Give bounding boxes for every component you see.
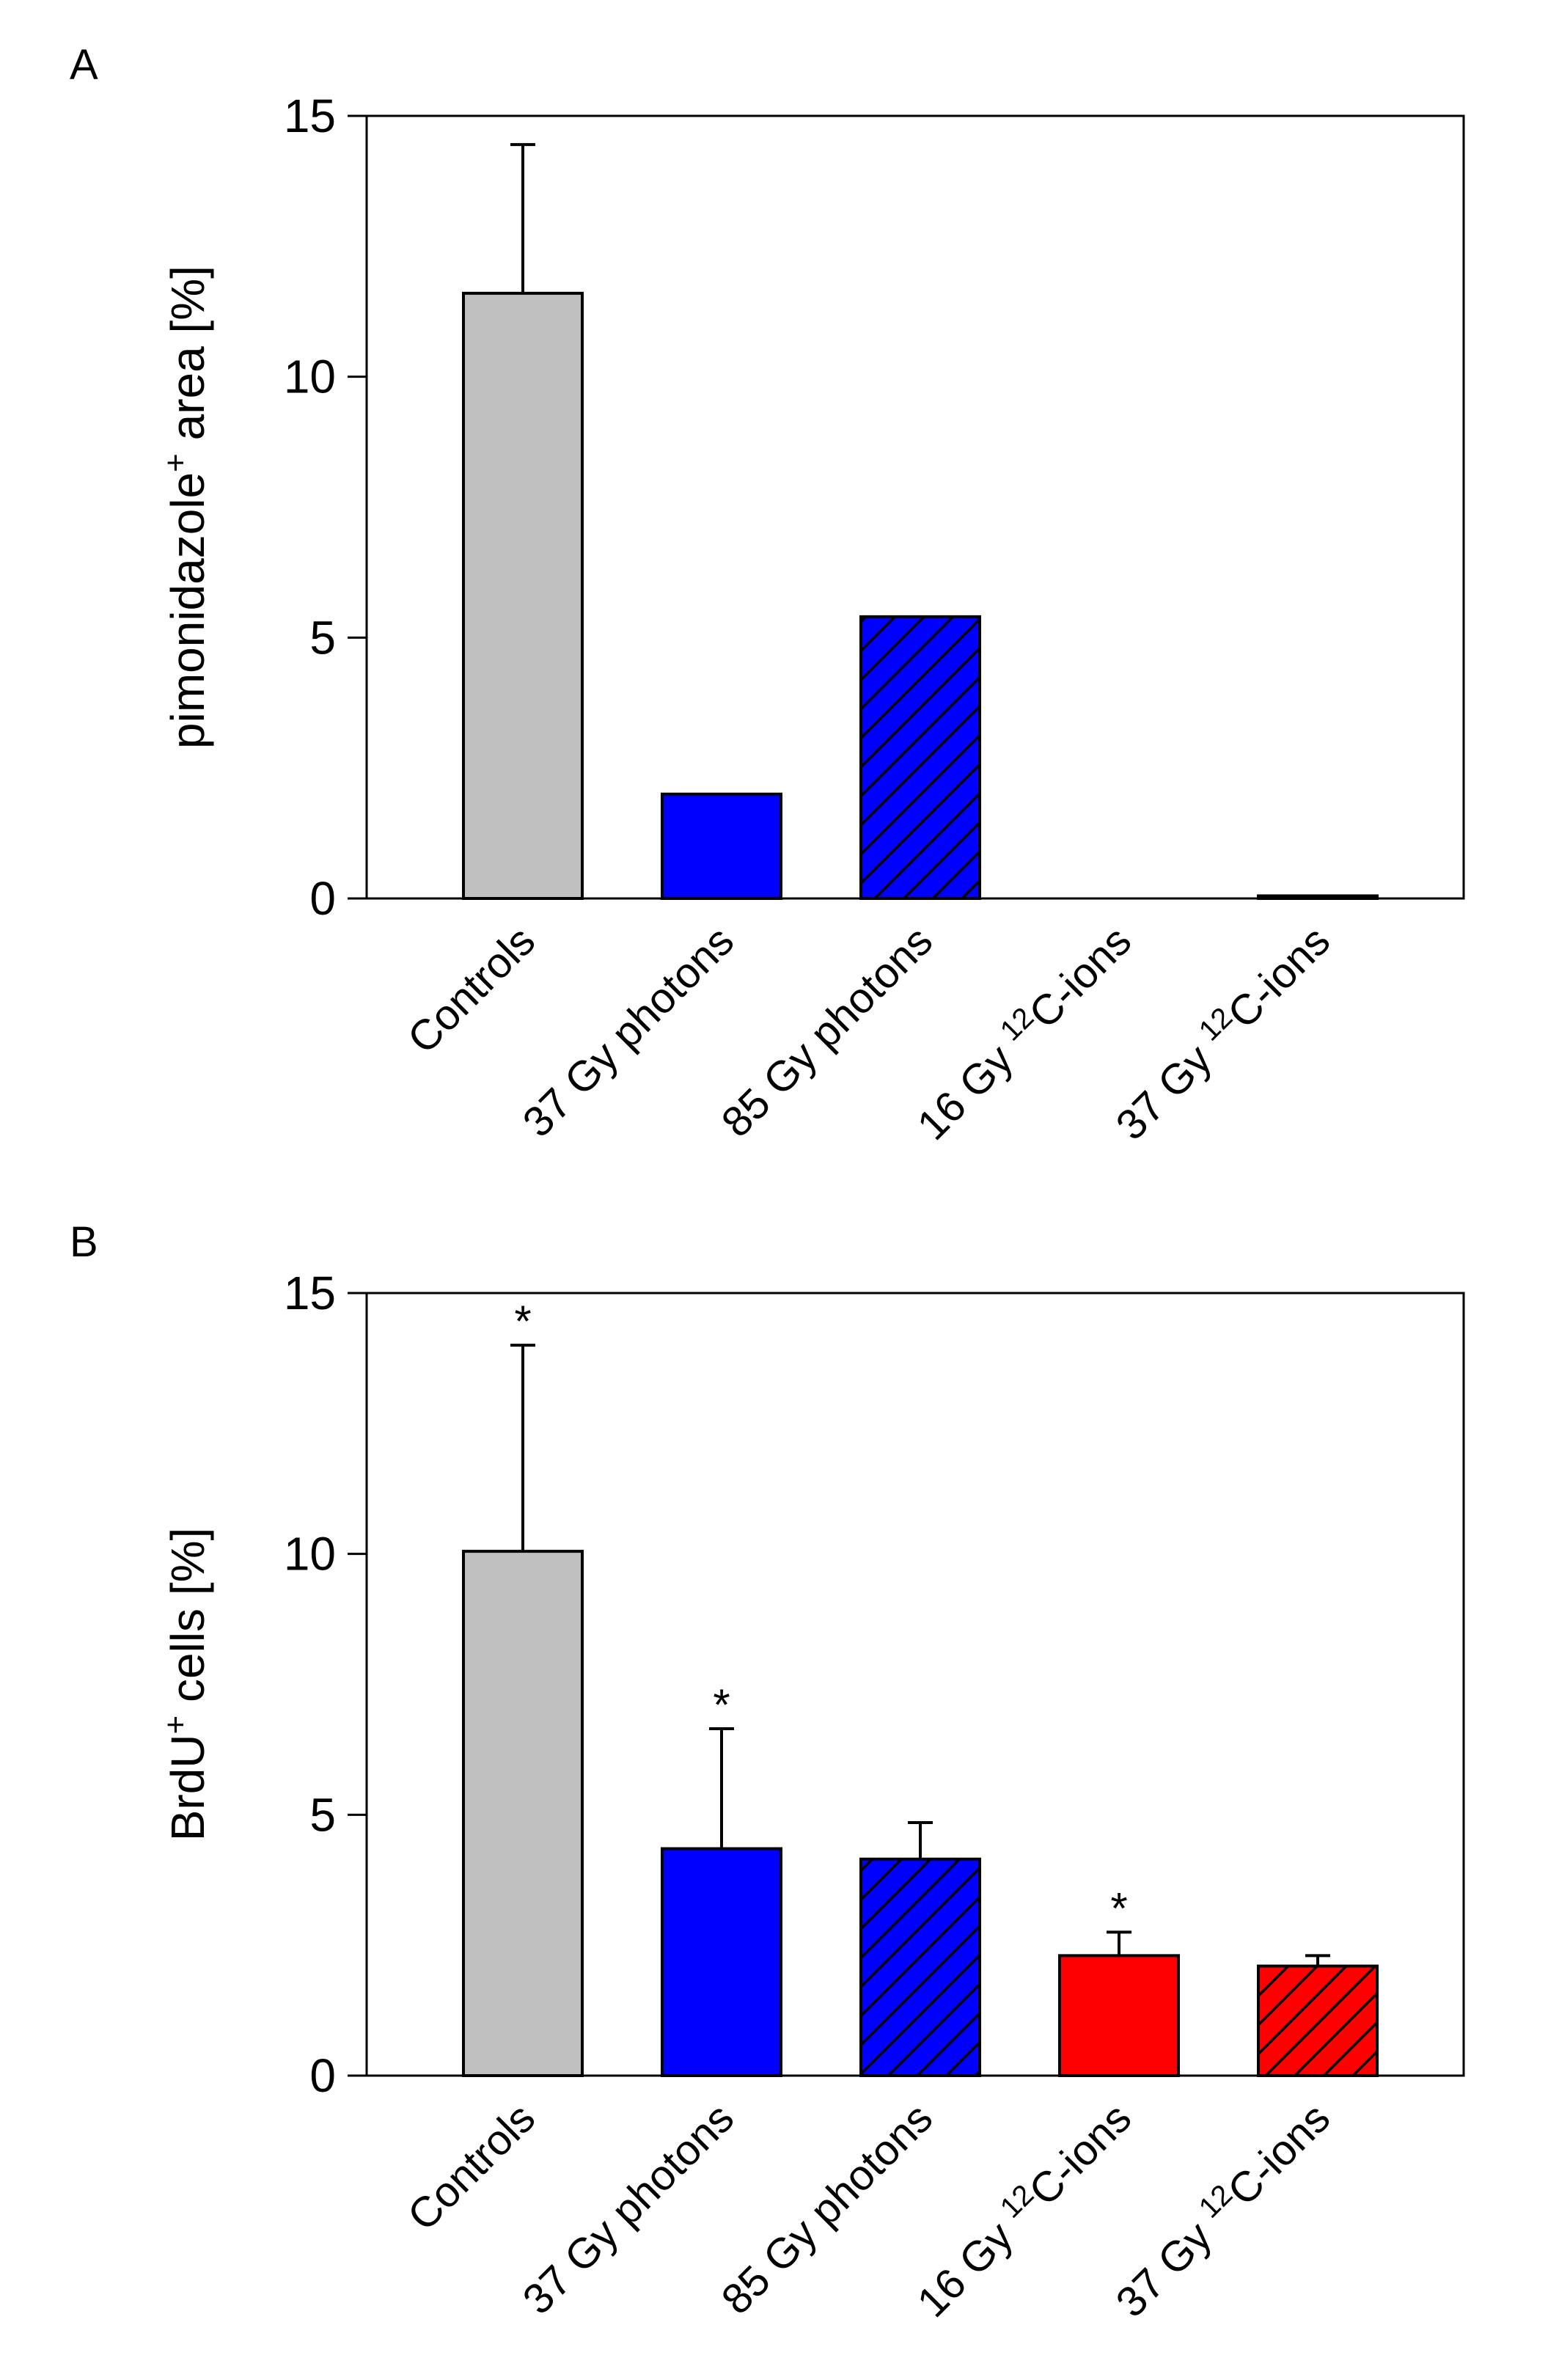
y-tick-label: 5 (309, 611, 336, 664)
x-tick-label: 37 Gy photons (513, 2094, 743, 2324)
bar (462, 291, 584, 900)
y-axis-label: pimonidazole+ area [%] (158, 266, 215, 749)
bar (462, 1550, 584, 2078)
panel-label: B (70, 1218, 98, 1266)
y-tick-label: 15 (284, 1267, 336, 1319)
y-tick-label: 10 (284, 351, 336, 403)
significance-marker: * (514, 1297, 531, 1346)
significance-marker: * (1110, 1883, 1127, 1933)
x-tick-label: 85 Gy photons (712, 2094, 942, 2324)
bar (1058, 1954, 1180, 2077)
y-tick-label: 10 (284, 1528, 336, 1581)
panel-b-chart: B 0 5 10 15 BrdU+ cells [%] * Controls * 37 Gy ph… (70, 1218, 1465, 2326)
y-tick-label: 0 (309, 872, 336, 925)
bar (661, 792, 782, 900)
bar (859, 1857, 981, 2077)
y-tick-label: 0 (309, 2049, 336, 2102)
x-tick-label: 37 Gy 12C-ions (1104, 915, 1339, 1149)
x-tick-label: 37 Gy photons (513, 917, 743, 1146)
y-tick-label: 5 (309, 1788, 336, 1841)
x-tick-label: 37 Gy 12C-ions (1104, 2092, 1339, 2326)
y-axis-label: BrdU+ cells [%] (158, 1528, 215, 1842)
x-tick-label: Controls (399, 917, 545, 1063)
x-tick-label: Controls (399, 2094, 545, 2240)
x-tick-label: 16 Gy 12C-ions (906, 915, 1140, 1149)
bar (859, 615, 981, 900)
y-tick-label: 15 (284, 89, 336, 142)
significance-marker: * (713, 1680, 730, 1729)
bar (661, 1847, 782, 2078)
panel-label: A (70, 41, 98, 89)
bar (1257, 1964, 1379, 2078)
x-tick-label: 85 Gy photons (712, 917, 942, 1146)
bar (1257, 894, 1379, 901)
x-tick-label: 16 Gy 12C-ions (906, 2092, 1140, 2326)
